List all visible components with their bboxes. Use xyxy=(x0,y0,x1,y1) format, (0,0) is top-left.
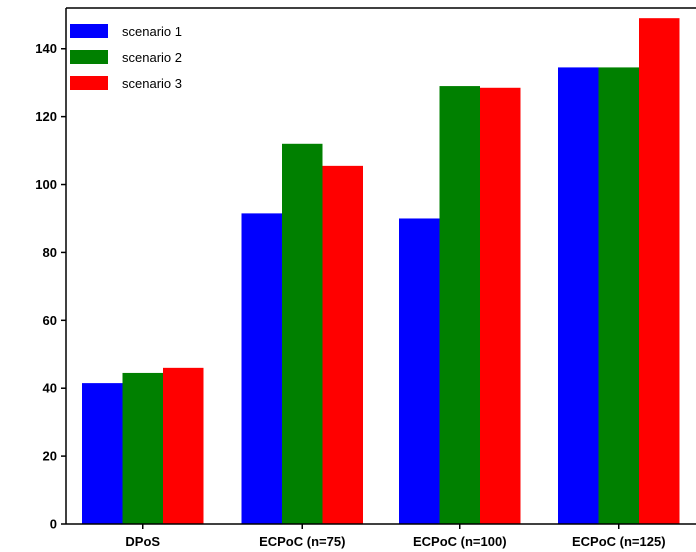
bar-scenario-2-2 xyxy=(439,86,480,524)
legend-swatch xyxy=(70,76,108,90)
y-tick-label: 140 xyxy=(35,41,57,56)
x-tick-label: ECPoC (n=125) xyxy=(572,534,666,549)
legend-label: scenario 1 xyxy=(122,24,182,39)
bar-scenario-1-0 xyxy=(82,383,123,524)
x-tick-label: ECPoC (n=100) xyxy=(413,534,507,549)
y-tick-label: 20 xyxy=(43,449,57,464)
axes xyxy=(65,7,696,525)
bar-scenario-3-1 xyxy=(322,165,363,524)
bar-group xyxy=(82,18,680,525)
bar-scenario-2-0 xyxy=(122,372,163,524)
y-tick-label: 80 xyxy=(43,245,57,260)
bar-scenario-2-1 xyxy=(282,143,323,524)
y-tick-label: 100 xyxy=(35,177,57,192)
bar-scenario-1-2 xyxy=(399,218,440,524)
x-ticks: DPoS ECPoC (n=75) ECPoC (n=100) ECPoC (n=12… xyxy=(125,524,666,549)
bar-scenario-3-3 xyxy=(639,18,680,525)
x-tick-label: ECPoC (n=75) xyxy=(259,534,345,549)
y-ticks: 0 20 40 60 80 100 120 140 xyxy=(35,41,66,532)
legend-label: scenario 3 xyxy=(122,76,182,91)
y-tick-label: 60 xyxy=(43,313,57,328)
y-tick-label: 0 xyxy=(50,517,57,532)
legend-swatch xyxy=(70,50,108,64)
legend-label: scenario 2 xyxy=(122,50,182,65)
y-tick-label: 40 xyxy=(43,381,57,396)
legend-swatch xyxy=(70,24,108,38)
y-tick-label: 120 xyxy=(35,109,57,124)
bar-scenario-3-2 xyxy=(480,87,521,525)
x-tick-label: DPoS xyxy=(125,534,160,549)
bar-scenario-2-3 xyxy=(598,67,639,524)
bar-scenario-1-3 xyxy=(558,67,599,524)
bar-scenario-1-1 xyxy=(241,213,282,524)
bar-scenario-3-0 xyxy=(163,367,204,524)
legend: scenario 1 scenario 2 scenario 3 xyxy=(70,24,182,91)
